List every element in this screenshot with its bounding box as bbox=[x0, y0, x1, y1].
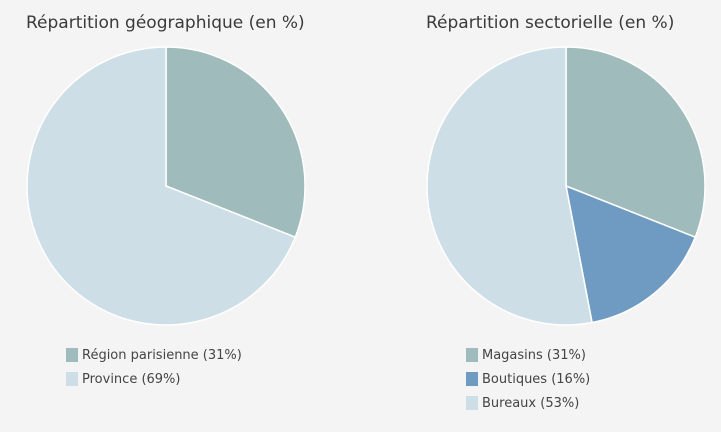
sector-pie-chart: Répartition sectorielle (en %) Magasins … bbox=[400, 0, 721, 432]
pie-slice-province bbox=[26, 46, 296, 326]
legend-label: Région parisienne (31%) bbox=[82, 347, 242, 363]
legend-label: Province (69%) bbox=[82, 371, 181, 387]
chart-title: Répartition sectorielle (en %) bbox=[426, 13, 675, 33]
legend-label: Magasins (31%) bbox=[482, 347, 586, 363]
chart-legend: Région parisienne (31%) Province (69%) bbox=[66, 343, 242, 391]
legend-swatch bbox=[466, 396, 478, 410]
pie-slice-boutiques bbox=[565, 185, 696, 324]
pie-slice-bureaux bbox=[426, 46, 593, 326]
legend-item-bureaux: Bureaux (53%) bbox=[466, 391, 590, 415]
legend-label: Bureaux (53%) bbox=[482, 395, 580, 411]
legend-item-province: Province (69%) bbox=[66, 367, 242, 391]
legend-swatch bbox=[66, 348, 78, 362]
legend-item-magasins: Magasins (31%) bbox=[466, 343, 590, 367]
legend-label: Boutiques (16%) bbox=[482, 371, 591, 387]
legend-swatch bbox=[66, 372, 78, 386]
pie-svg bbox=[426, 46, 706, 326]
legend-item-region-parisienne: Région parisienne (31%) bbox=[66, 343, 242, 367]
chart-legend: Magasins (31%) Boutiques (16%) Bureaux (53… bbox=[466, 343, 590, 415]
pie-svg bbox=[26, 46, 306, 326]
legend-swatch bbox=[466, 372, 478, 386]
legend-swatch bbox=[466, 348, 478, 362]
pie-slice-region-parisienne bbox=[165, 46, 306, 238]
pie-slice-magasins bbox=[565, 46, 706, 238]
chart-title: Répartition géographique (en %) bbox=[26, 13, 305, 33]
geographic-pie-chart: Répartition géographique (en %) Région p… bbox=[0, 0, 360, 432]
legend-item-boutiques: Boutiques (16%) bbox=[466, 367, 590, 391]
